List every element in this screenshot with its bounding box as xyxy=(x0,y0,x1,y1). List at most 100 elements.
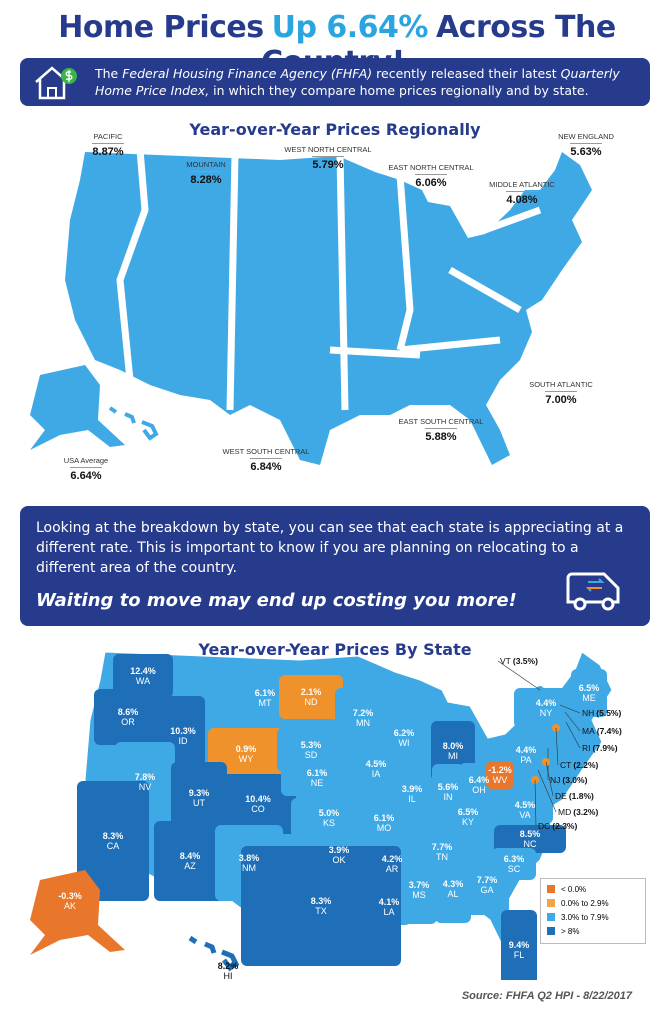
state-value: -0.3% xyxy=(58,891,82,901)
state-abbr: AK xyxy=(63,901,76,911)
state-label: 8.2% HI xyxy=(206,961,250,981)
region-border xyxy=(399,336,501,354)
house-icon xyxy=(35,66,77,100)
state-label: 2.1% ND xyxy=(289,687,333,707)
state-abbr: MS xyxy=(412,890,426,900)
state-label: 8.6% OR xyxy=(106,707,150,727)
intro-part: The xyxy=(95,66,123,81)
state-shape xyxy=(356,797,412,849)
state-abbr: WY xyxy=(238,754,254,764)
state-shape xyxy=(281,760,353,796)
state-abbr: FL xyxy=(513,950,525,960)
legend-item: 0.0% to 2.9% xyxy=(547,897,639,911)
region-label: MOUNTAIN 8.28% xyxy=(160,160,252,188)
state-abbr: VA xyxy=(519,810,531,820)
state-value: 8.3% xyxy=(310,896,332,906)
callout-abbr: CT xyxy=(560,760,572,770)
intro-text: The Federal Housing Finance Agency (FHFA… xyxy=(95,65,640,99)
state-label: 10.3% ID xyxy=(161,726,205,746)
state-abbr: PA xyxy=(520,755,532,765)
state-abbr: CO xyxy=(251,804,265,814)
regional-map xyxy=(30,149,592,465)
state-abbr: AL xyxy=(447,889,459,899)
state-label: 5.0% KS xyxy=(307,808,351,828)
van-icon xyxy=(566,572,620,611)
state-shape xyxy=(501,910,537,980)
intro-part: recently released their latest xyxy=(372,66,561,81)
message-box: Looking at the breakdown by state, you c… xyxy=(20,506,650,626)
state-abbr: OK xyxy=(332,855,346,865)
region-value: 6.84% xyxy=(250,458,282,473)
state-value: 4.1% xyxy=(378,897,400,907)
state-shape xyxy=(335,688,391,748)
state-shape xyxy=(171,762,227,834)
region-value: 7.00% xyxy=(545,391,577,406)
state-value: 3.8% xyxy=(238,853,260,863)
callout-line xyxy=(564,711,581,732)
state-value: 8.4% xyxy=(179,851,201,861)
callout-label: NJ (3.0%) xyxy=(550,775,587,785)
intro-part: Quarterly Home Price Index, xyxy=(95,66,620,98)
state-abbr: SD xyxy=(304,750,318,760)
state-abbr: IN xyxy=(443,792,453,802)
region-value: 5.88% xyxy=(425,428,457,443)
region-name: SOUTH ATLANTIC xyxy=(529,380,593,389)
intro-part: Federal Housing Finance Agency (FHFA) xyxy=(122,66,373,81)
state-value: 8.5% xyxy=(519,829,541,839)
state-label: 0.9% WY xyxy=(224,744,268,764)
state-label: 6.4% OH xyxy=(457,775,501,795)
legend-label: 0.0% to 2.9% xyxy=(561,899,609,908)
callout-abbr: DC xyxy=(538,821,551,831)
legend-swatch xyxy=(547,927,555,935)
state-value: 6.2% xyxy=(393,728,415,738)
region-label: MIDDLE ATLANTIC 4.08% xyxy=(476,180,568,208)
region-name: WEST SOUTH CENTRAL xyxy=(222,447,310,456)
state-abbr: WI xyxy=(398,738,410,748)
state-value: 3.7% xyxy=(408,880,430,890)
region-label: WEST SOUTH CENTRAL 6.84% xyxy=(220,447,312,475)
state-abbr: MI xyxy=(448,751,458,761)
region-border xyxy=(396,174,414,351)
message-emphasis: Waiting to move may end up costing you m… xyxy=(36,590,517,611)
callout-abbr: RI xyxy=(582,743,591,753)
state-value: 9.3% xyxy=(188,788,210,798)
region-name: EAST NORTH CENTRAL xyxy=(388,163,474,172)
state-abbr: HI xyxy=(223,971,233,981)
state-value: 3.9% xyxy=(401,784,423,794)
region-border xyxy=(336,154,349,411)
state-shape xyxy=(291,798,367,838)
state-abbr: GA xyxy=(480,885,494,895)
callout-abbr: DE xyxy=(555,791,567,801)
state-label: 6.5% ME xyxy=(567,683,611,703)
state-label: 8.3% CA xyxy=(91,831,135,851)
region-border xyxy=(116,149,149,381)
region-border xyxy=(329,346,421,359)
state-value: 7.7% xyxy=(476,875,498,885)
state-shape xyxy=(113,654,173,698)
state-label: 3.9% OK xyxy=(317,845,361,865)
region-name: MIDDLE ATLANTIC xyxy=(489,180,555,189)
region-border xyxy=(483,206,542,234)
callout-line xyxy=(497,660,541,691)
state-value: 7.7% xyxy=(431,842,453,852)
legend-swatch xyxy=(547,913,555,921)
state-label: 6.2% WI xyxy=(382,728,426,748)
state-shape xyxy=(571,669,607,717)
state-shape xyxy=(350,751,402,787)
state-value: 3.9% xyxy=(328,845,350,855)
state-label: 4.4% PA xyxy=(504,745,548,765)
state-label: 6.1% MO xyxy=(362,813,406,833)
callout-line xyxy=(537,769,557,813)
state-label: 7.8% NV xyxy=(123,772,167,792)
state-label: 8.0% MI xyxy=(431,741,475,761)
state-label: 4.5% IA xyxy=(354,759,398,779)
callout-value: (2.2%) xyxy=(573,760,599,770)
state-label: 6.1% NE xyxy=(295,768,339,788)
state-shape xyxy=(208,728,284,780)
state-abbr: NM xyxy=(242,863,256,873)
state-label: 4.4% NY xyxy=(524,698,568,718)
state-label: 8.4% AZ xyxy=(168,851,212,871)
state-abbr: ID xyxy=(178,736,188,746)
state-value: 5.3% xyxy=(300,740,322,750)
state-abbr: AZ xyxy=(184,861,196,871)
